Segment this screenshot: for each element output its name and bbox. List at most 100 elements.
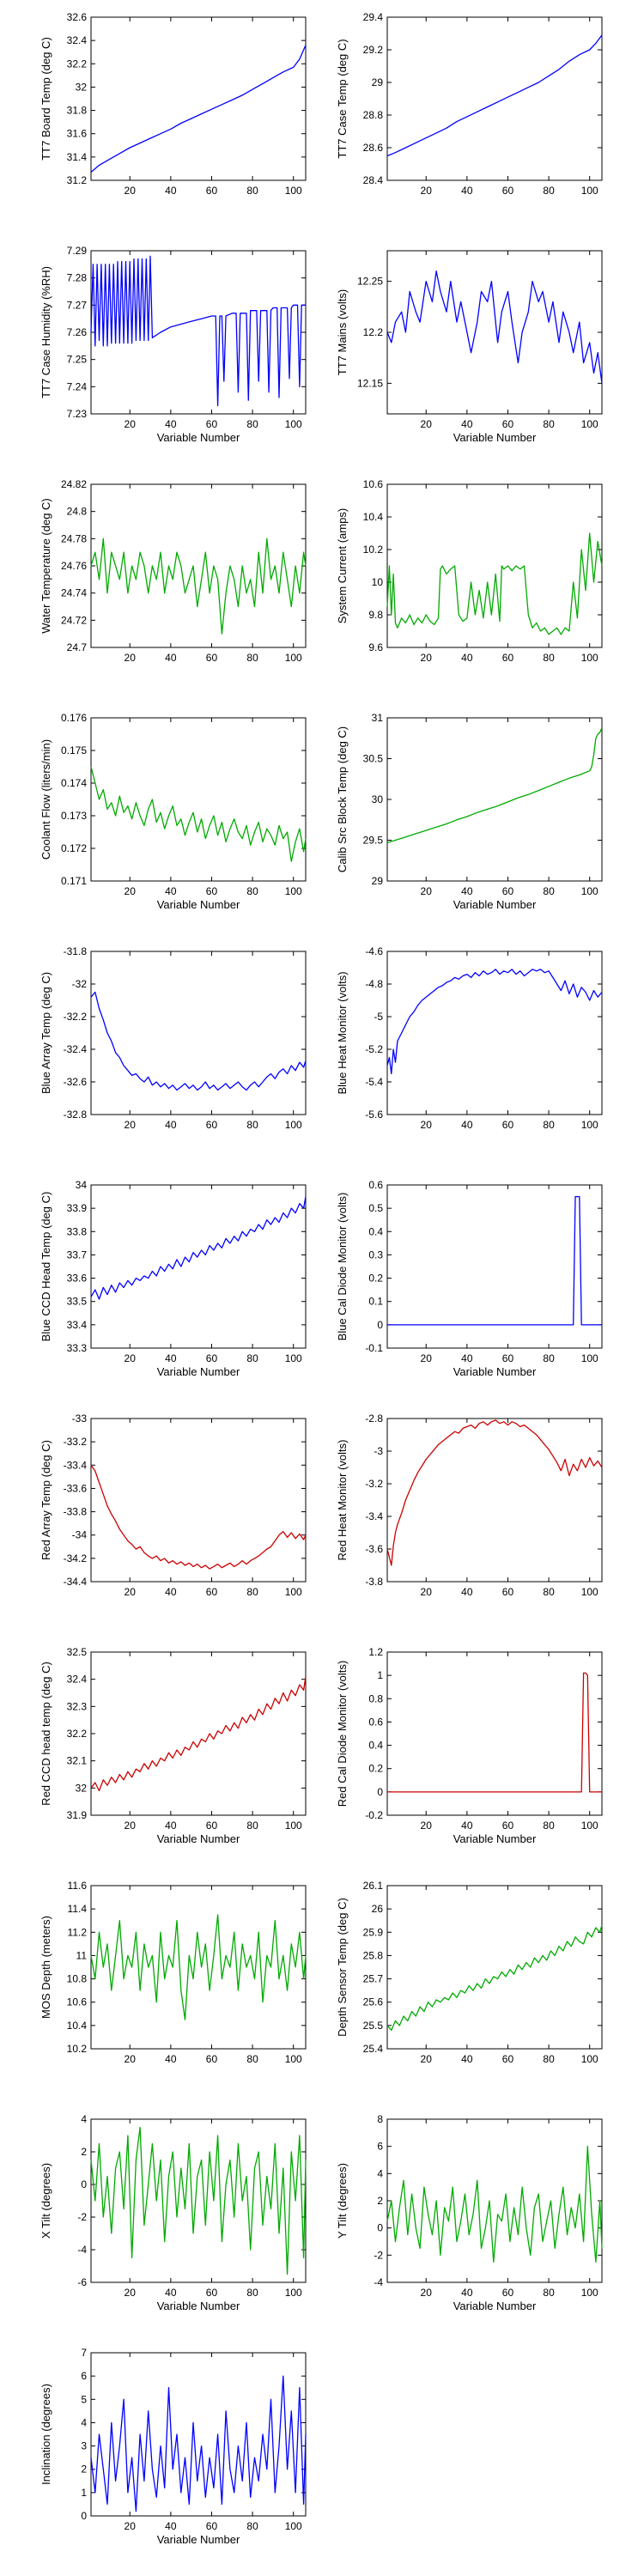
y-tick-label: 32.4 [67, 34, 88, 46]
x-tick-label: 20 [125, 2053, 137, 2065]
x-axis-label: Variable Number [157, 2533, 240, 2546]
x-tick-label: 40 [461, 1119, 473, 1131]
x-tick-label: 40 [165, 185, 177, 197]
y-tick-label: 12.25 [357, 276, 383, 288]
x-tick-label: 20 [125, 652, 137, 664]
x-tick-label: 40 [461, 2053, 473, 2065]
y-tick-label: 0.5 [368, 1202, 383, 1214]
y-tick-label: -6 [77, 2276, 87, 2288]
plot-frame [386, 717, 603, 882]
chart-12: -0.1 0 0.1 0.2 0.3 0.4 0.5 0.6 20 40 60 80 100 Variab… [336, 1179, 603, 1378]
x-tick-label: 80 [543, 885, 555, 897]
x-axis-label: Variable Number [157, 1365, 240, 1378]
y-tick-label: 0.2 [368, 1763, 383, 1775]
y-tick-label: 0 [81, 2178, 87, 2190]
y-tick-label: 5 [81, 2393, 87, 2405]
y-tick-label: -3 [374, 1445, 383, 1457]
x-tick-label: 100 [581, 1352, 598, 1364]
x-tick-label: 20 [421, 652, 433, 664]
y-tick-label: -3.6 [365, 1543, 383, 1555]
x-tick-label: 20 [125, 1586, 137, 1598]
x-tick-label: 60 [502, 652, 514, 664]
x-axis-label: Variable Number [157, 431, 240, 444]
plot-frame [90, 2352, 307, 2517]
series-line [90, 2375, 307, 2512]
x-tick-label: 60 [206, 885, 218, 897]
y-tick-label: -34.2 [64, 1552, 88, 1564]
x-tick-label: 40 [461, 1586, 473, 1598]
chart-6: 9.6 9.8 10 10.2 10.4 10.6 20 40 60 80 100 System Cu… [336, 478, 603, 664]
x-axis-label: Variable Number [453, 431, 537, 444]
x-tick-label: 80 [246, 418, 258, 430]
x-tick-label: 80 [543, 418, 555, 430]
y-tick-label: 0.6 [368, 1716, 383, 1728]
y-tick-label: 33.8 [67, 1225, 88, 1237]
plot-frame [90, 16, 307, 181]
y-tick-label: 0.2 [368, 1273, 383, 1285]
y-tick-label: 0.1 [368, 1296, 383, 1308]
y-tick-label: 32.5 [67, 1646, 88, 1658]
y-tick-label: 32.6 [67, 11, 88, 23]
y-axis-label: MOS Depth (meters) [39, 1916, 52, 2019]
x-tick-label: 40 [461, 185, 473, 197]
y-axis-label: Blue Cal Diode Monitor (volts) [336, 1193, 349, 1341]
y-tick-label: 7.26 [67, 326, 88, 338]
y-tick-label: 0.171 [61, 875, 87, 887]
y-tick-label: -32 [72, 978, 88, 990]
y-tick-label: 1 [377, 1669, 383, 1681]
y-tick-label: 7.28 [67, 272, 88, 284]
series-line [386, 270, 603, 384]
x-tick-label: 100 [581, 2287, 598, 2299]
x-tick-label: 20 [421, 885, 433, 897]
y-tick-label: 33.4 [67, 1319, 88, 1331]
x-tick-label: 100 [285, 2520, 302, 2532]
y-tick-label: 32.4 [67, 1674, 88, 1686]
chart-8: 29 29.5 30 30.5 31 20 40 60 80 100 Variable Number… [336, 712, 603, 911]
y-tick-label: 0 [377, 1319, 383, 1331]
chart-10: -5.6 -5.4 -5.2 -5 -4.8 -4.6 20 40 60 80 100 Blue He… [336, 945, 603, 1131]
y-tick-label: -32.6 [64, 1076, 88, 1088]
series-line [90, 2126, 307, 2275]
x-tick-label: 20 [421, 2053, 433, 2065]
x-axis-label: Variable Number [157, 2300, 240, 2312]
x-tick-label: 100 [285, 418, 302, 430]
x-tick-label: 20 [125, 185, 137, 197]
x-tick-label: 100 [581, 418, 598, 430]
x-tick-label: 20 [125, 1119, 137, 1131]
y-tick-label: 0 [377, 1786, 383, 1798]
y-axis-label: Blue CCD Head Temp (deg C) [39, 1192, 52, 1342]
chart-19: -6 -4 -2 0 2 4 20 40 60 80 100 Variable Number X Til… [39, 2113, 307, 2312]
x-axis-label: Variable Number [157, 1832, 240, 1845]
y-tick-label: 0 [377, 2222, 383, 2234]
y-tick-label: 10.6 [67, 1996, 88, 2008]
chart-2: 28.4 28.6 28.8 29 29.2 29.4 20 40 60 80 100 TT7 Cas… [336, 11, 603, 197]
y-tick-label: -32.4 [64, 1043, 88, 1055]
y-tick-label: 0.172 [61, 842, 87, 854]
y-tick-label: 24.82 [61, 478, 87, 490]
y-tick-label: 6 [377, 2141, 383, 2153]
chart-13: -34.4 -34.2 -34 -33.8 -33.6 -33.4 -33.2 -33 20 40… [39, 1413, 307, 1598]
y-tick-label: 31.2 [67, 174, 88, 186]
chart-18: 25.4 25.5 25.6 25.7 25.8 25.9 26 26.1 20 40 60 80 10… [336, 1880, 603, 2065]
plot-frame [386, 1651, 603, 1816]
x-tick-label: 100 [285, 652, 302, 664]
x-axis-label: Variable Number [453, 2300, 537, 2312]
x-tick-label: 60 [206, 1119, 218, 1131]
series-line [90, 991, 307, 1091]
plot-frame [90, 1418, 307, 1583]
y-tick-label: 7.27 [67, 299, 88, 311]
x-tick-label: 60 [206, 185, 218, 197]
y-tick-label: 25.4 [363, 2043, 384, 2055]
y-tick-label: 32.2 [67, 58, 88, 70]
series-line [90, 1914, 307, 2020]
plot-frame [386, 951, 603, 1115]
y-tick-label: 7.25 [67, 354, 88, 366]
y-axis-label: TT7 Mains (volts) [336, 289, 349, 375]
y-tick-label: 24.76 [61, 560, 87, 572]
y-tick-label: 10.4 [67, 2020, 88, 2032]
y-axis-label: Red Cal Diode Monitor (volts) [336, 1661, 349, 1807]
x-tick-label: 60 [502, 1586, 514, 1598]
plot-frame [90, 717, 307, 882]
x-tick-label: 100 [581, 1119, 598, 1131]
chart-1: 31.2 31.4 31.6 31.8 32 32.2 32.4 32.6 20 40 60 80 10… [39, 11, 307, 197]
